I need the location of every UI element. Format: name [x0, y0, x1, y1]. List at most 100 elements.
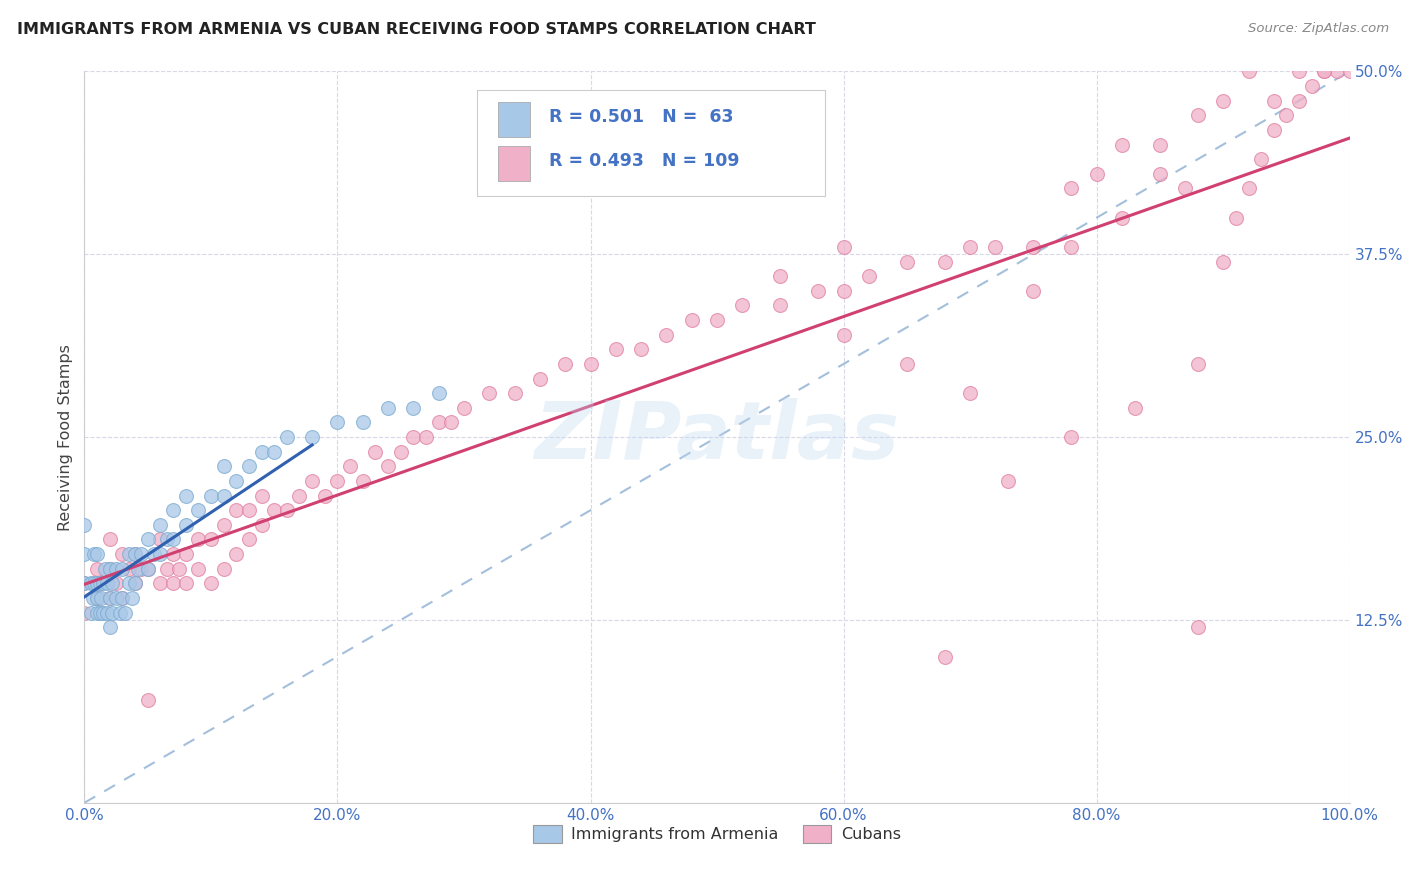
Point [162, 547, 184, 561]
Point [105, 576, 127, 591]
Point [124, 576, 146, 591]
Point [174, 517, 197, 532]
Point [453, 401, 475, 415]
Point [934, 649, 956, 664]
Point [86, 562, 108, 576]
Point [263, 444, 285, 458]
Point [1288, 64, 1310, 78]
Point [136, 693, 159, 707]
Point [415, 430, 437, 444]
Point [238, 503, 260, 517]
Point [96, 606, 118, 620]
Point [105, 562, 127, 576]
Point [73, 576, 96, 591]
Point [127, 562, 149, 576]
Point [200, 576, 222, 591]
Point [121, 591, 143, 605]
Point [143, 547, 166, 561]
Point [681, 313, 703, 327]
Point [1301, 78, 1323, 93]
Point [118, 576, 141, 591]
Point [101, 576, 124, 591]
Point [86, 591, 108, 605]
Point [90, 591, 112, 605]
Point [1060, 181, 1083, 195]
Point [111, 591, 134, 605]
Point [73, 606, 96, 620]
Point [1149, 137, 1171, 152]
Legend: Immigrants from Armenia, Cubans: Immigrants from Armenia, Cubans [527, 819, 907, 850]
Point [326, 416, 349, 430]
Point [1313, 64, 1336, 78]
Point [1022, 284, 1045, 298]
Point [731, 298, 754, 312]
Point [83, 576, 105, 591]
Point [86, 606, 108, 620]
Point [238, 459, 260, 474]
Point [86, 591, 108, 605]
Point [807, 284, 830, 298]
Point [959, 386, 981, 401]
Point [79, 606, 103, 620]
Point [276, 430, 298, 444]
Point [934, 254, 956, 268]
Point [326, 474, 349, 488]
Point [1225, 211, 1247, 225]
Point [98, 591, 121, 605]
Point [89, 576, 111, 591]
Point [162, 576, 184, 591]
Point [162, 503, 184, 517]
Point [124, 547, 146, 561]
Point [174, 576, 197, 591]
Point [129, 547, 153, 561]
Point [301, 430, 323, 444]
FancyBboxPatch shape [477, 90, 824, 195]
Point [1263, 123, 1285, 137]
Point [212, 459, 235, 474]
Point [136, 533, 159, 547]
Point [187, 562, 209, 576]
Point [1060, 430, 1083, 444]
Point [212, 562, 235, 576]
Point [111, 547, 134, 561]
Point [301, 474, 323, 488]
Point [105, 591, 127, 605]
Point [1111, 211, 1133, 225]
Point [1060, 240, 1083, 254]
Point [129, 562, 153, 576]
Point [1174, 181, 1197, 195]
Point [225, 547, 247, 561]
Point [1022, 240, 1045, 254]
Point [427, 416, 450, 430]
Point [136, 562, 159, 576]
Point [1326, 64, 1348, 78]
Point [86, 547, 108, 561]
Point [896, 254, 918, 268]
Point [529, 371, 551, 385]
Point [1275, 108, 1298, 122]
Point [250, 489, 273, 503]
Point [503, 386, 526, 401]
Point [118, 547, 141, 561]
Point [96, 576, 118, 591]
Point [93, 562, 115, 576]
Point [1149, 167, 1171, 181]
Point [200, 533, 222, 547]
Point [225, 503, 247, 517]
Point [111, 591, 134, 605]
Point [108, 606, 131, 620]
Point [124, 576, 146, 591]
Point [858, 269, 880, 284]
Point [1187, 357, 1209, 371]
Point [200, 489, 222, 503]
Point [155, 533, 177, 547]
Point [238, 533, 260, 547]
Point [98, 562, 121, 576]
Point [896, 357, 918, 371]
Point [427, 386, 450, 401]
Y-axis label: Receiving Food Stamps: Receiving Food Stamps [58, 343, 73, 531]
Point [250, 517, 273, 532]
Point [73, 547, 96, 561]
Point [984, 240, 1007, 254]
FancyBboxPatch shape [498, 146, 530, 181]
